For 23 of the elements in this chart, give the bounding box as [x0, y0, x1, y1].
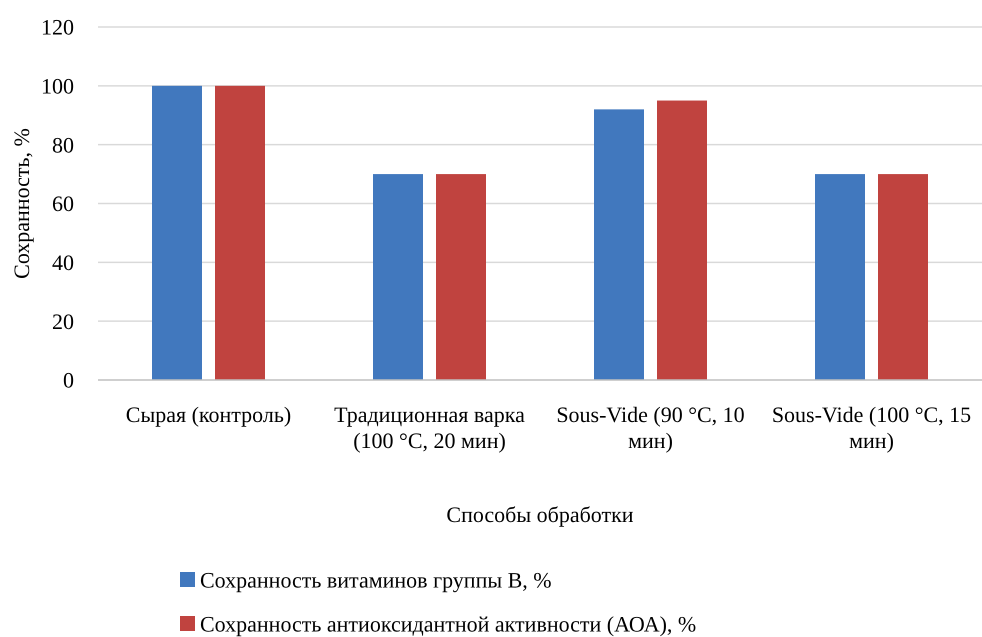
y-tick-label: 60 [52, 191, 74, 216]
bar [594, 109, 644, 380]
x-tick-label: Sous-Vide (100 °C, 15 мин) [772, 402, 972, 453]
bar [878, 174, 928, 380]
y-tick-label: 120 [41, 14, 74, 40]
y-tick-label: 20 [52, 308, 74, 334]
y-tick-label: 80 [52, 132, 74, 158]
y-axis-title: Сохранность, % [9, 128, 34, 279]
y-tick-label: 40 [52, 250, 74, 276]
y-tick-label: 100 [41, 74, 74, 99]
legend-label: Сохранность витаминов группы B, % [200, 568, 552, 593]
x-axis-title: Способы обработки [446, 502, 634, 527]
bar [373, 174, 423, 380]
x-tick-label: Сырая (контроль) [126, 402, 292, 427]
bar [436, 174, 486, 380]
legend-label: Сохранность антиоксидантной активности (АОА), % [200, 612, 696, 637]
bar [152, 86, 202, 380]
y-tick-label: 0 [63, 368, 74, 393]
bar [815, 174, 865, 380]
x-tick-label: Sous-Vide (90 °C, 10 мин) [556, 402, 745, 453]
x-tick-label: Традиционная варка (100 °C, 20 мин) [334, 402, 526, 453]
bar [215, 86, 265, 380]
bar [657, 100, 707, 380]
